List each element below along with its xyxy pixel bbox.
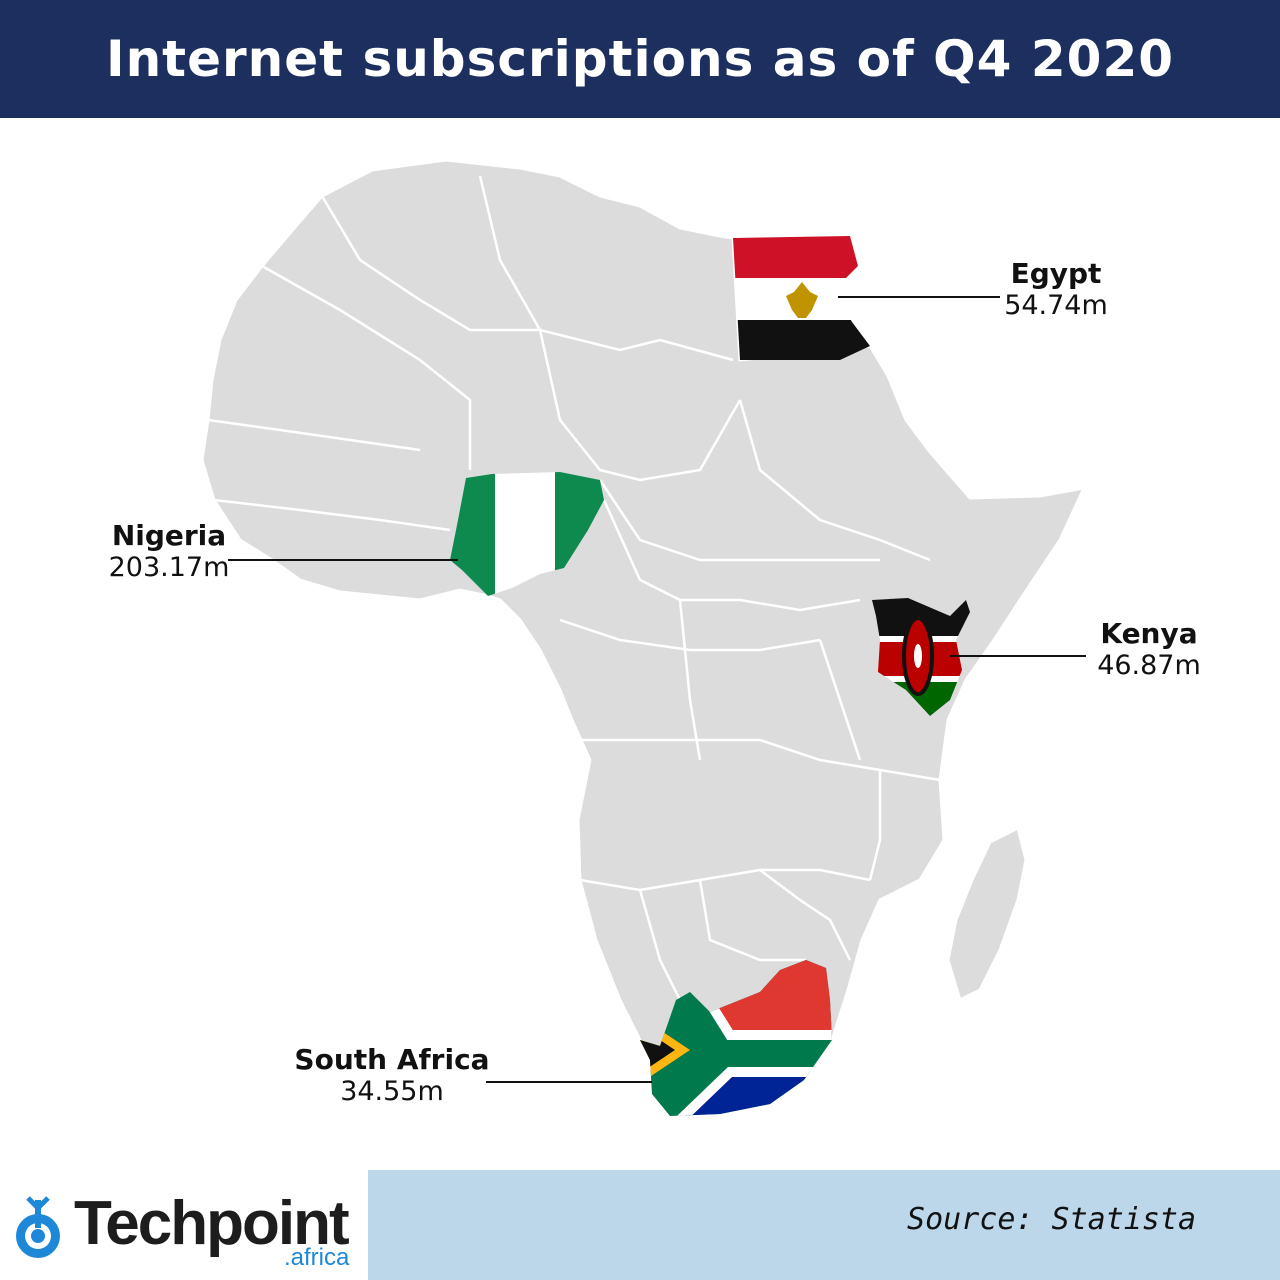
country-value: 54.74m xyxy=(1004,290,1108,322)
country-name: Egypt xyxy=(1010,257,1102,290)
country-name: Kenya xyxy=(1100,617,1198,650)
madagascar-island xyxy=(946,825,1028,1003)
country-value: 34.55m xyxy=(340,1076,444,1108)
source-text: Source: Statista xyxy=(907,1202,1196,1237)
country-value: 203.17m xyxy=(108,552,230,584)
leader-lines xyxy=(228,296,1086,1083)
country-name: Nigeria xyxy=(111,519,227,552)
title-bar: Internet subscriptions as of Q4 2020 xyxy=(0,0,1280,118)
page-title: Internet subscriptions as of Q4 2020 xyxy=(105,30,1175,88)
country-value: 46.87m xyxy=(1097,650,1201,682)
eagle-icon xyxy=(786,282,818,318)
logo-area: Techpoint .africa xyxy=(0,1170,368,1280)
logo-subtext: .africa xyxy=(284,1244,350,1271)
kenya-label: Kenya 46.87m xyxy=(1084,617,1214,682)
target-icon xyxy=(16,1196,60,1258)
africa-map xyxy=(200,158,1087,1118)
nigeria-label: Nigeria 203.17m xyxy=(94,519,244,584)
techpoint-logo[interactable]: Techpoint .africa xyxy=(14,1184,374,1274)
egypt-flag xyxy=(733,236,870,360)
country-borders xyxy=(207,175,941,1001)
egypt-label: Egypt 54.74m xyxy=(994,257,1118,322)
source-band: Source: Statista xyxy=(368,1170,1280,1280)
logo-wordmark: Techpoint xyxy=(74,1189,350,1258)
country-name: South Africa xyxy=(294,1043,490,1076)
south-africa-label: South Africa 34.55m xyxy=(292,1043,492,1108)
